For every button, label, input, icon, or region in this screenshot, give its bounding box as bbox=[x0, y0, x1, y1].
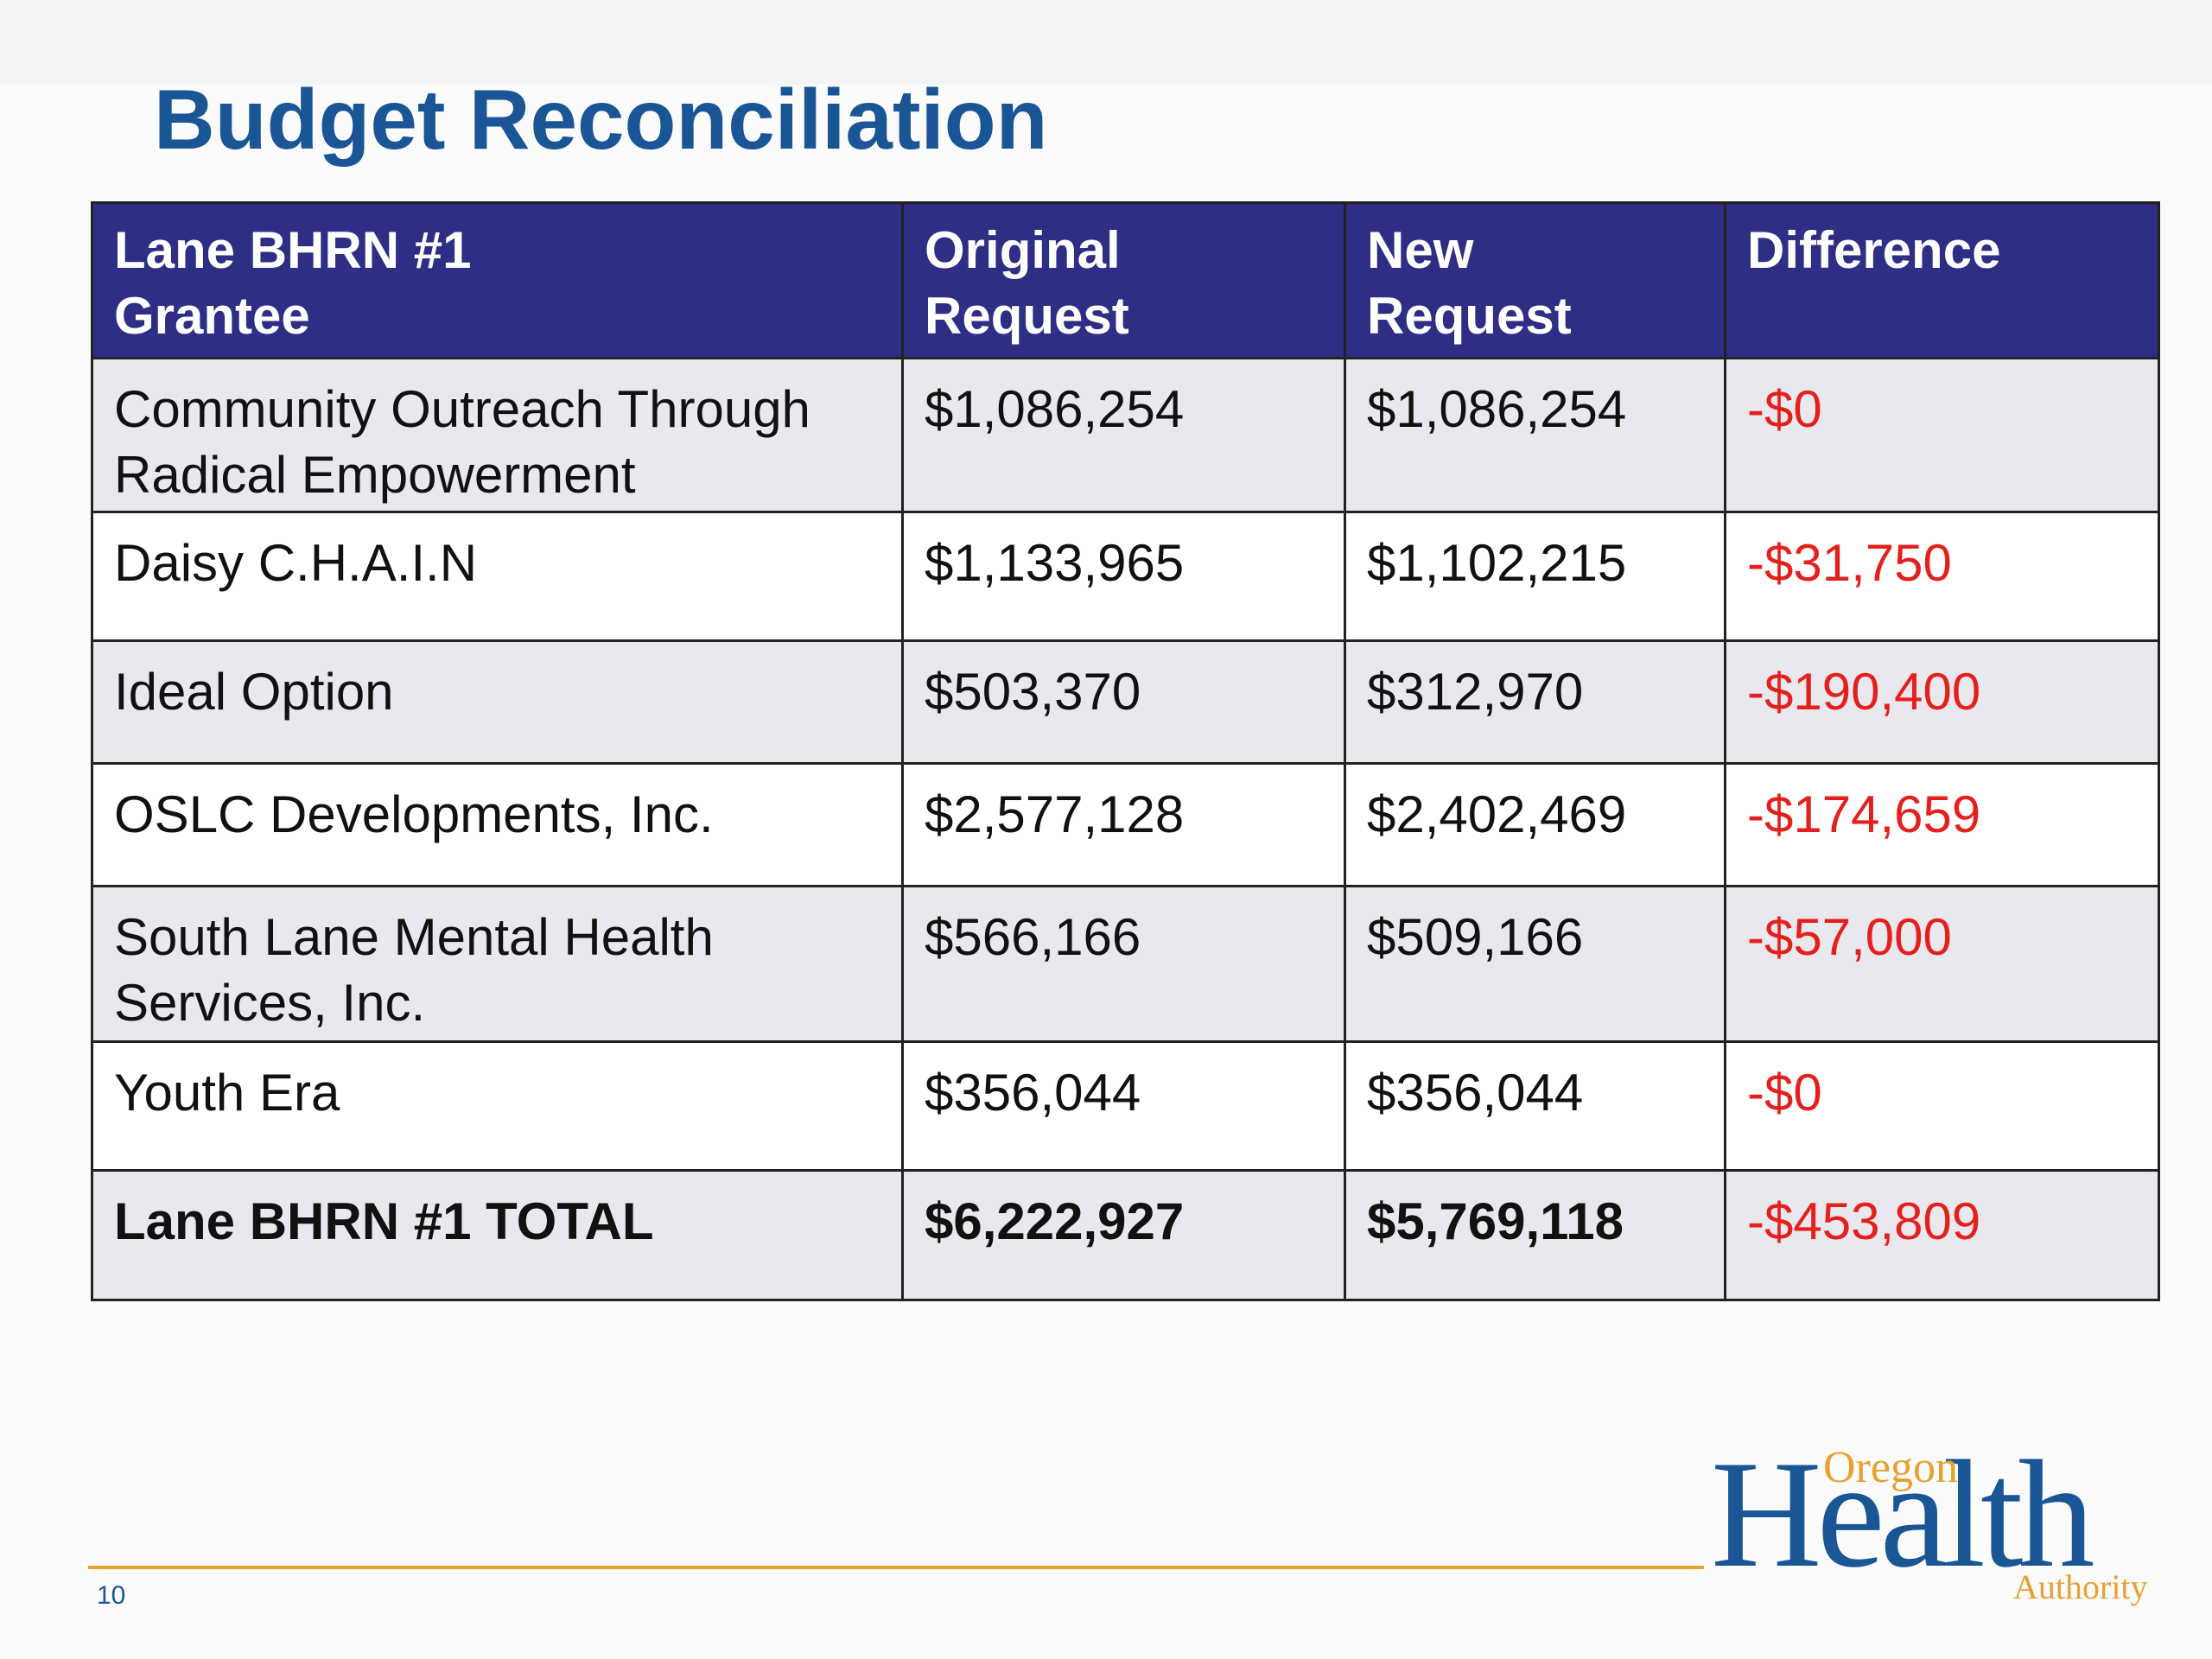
header-difference: Difference bbox=[1724, 201, 2160, 359]
grantee-cell: OSLC Developments, Inc. bbox=[91, 762, 904, 887]
difference-cell: -$57,000 bbox=[1724, 885, 2160, 1043]
table-row: Youth Era $356,044 $356,044 -$0 bbox=[91, 1040, 2160, 1172]
original-cell: $503,370 bbox=[901, 639, 1346, 765]
logo-authority-text: Authority bbox=[2013, 1567, 2148, 1606]
difference-cell: -$174,659 bbox=[1724, 762, 2160, 887]
page-number: 10 bbox=[97, 1581, 126, 1610]
grantee-cell: Daisy C.H.A.I.N bbox=[91, 511, 904, 642]
original-cell: $1,086,254 bbox=[901, 357, 1346, 513]
header-new-request: New Request bbox=[1344, 201, 1726, 359]
original-cell: $566,166 bbox=[901, 885, 1346, 1043]
grantee-cell: South Lane Mental Health Services, Inc. bbox=[91, 885, 904, 1043]
logo-health-text: Health bbox=[1711, 1434, 2093, 1599]
header-row: Lane BHRN #1 Grantee Original Request Ne… bbox=[91, 201, 2160, 359]
footer-rule bbox=[88, 1566, 1704, 1569]
new-cell: $356,044 bbox=[1344, 1040, 1726, 1172]
logo-oregon-text: Oregon bbox=[1823, 1443, 1958, 1492]
original-cell: $356,044 bbox=[901, 1040, 1346, 1172]
table-row: OSLC Developments, Inc. $2,577,128 $2,40… bbox=[91, 762, 2160, 887]
total-difference-cell: -$453,809 bbox=[1724, 1169, 2160, 1301]
new-cell: $2,402,469 bbox=[1344, 762, 1726, 887]
new-cell: $1,086,254 bbox=[1344, 357, 1726, 513]
new-cell: $1,102,215 bbox=[1344, 511, 1726, 642]
total-grantee-cell: Lane BHRN #1 TOTAL bbox=[91, 1169, 904, 1301]
grantee-cell: Community Outreach Through Radical Empow… bbox=[91, 357, 904, 513]
original-cell: $2,577,128 bbox=[901, 762, 1346, 887]
table-row: South Lane Mental Health Services, Inc. … bbox=[91, 885, 2160, 1043]
new-cell: $312,970 bbox=[1344, 639, 1726, 765]
difference-cell: -$190,400 bbox=[1724, 639, 2160, 765]
total-original-cell: $6,222,927 bbox=[901, 1169, 1346, 1301]
top-band bbox=[0, 0, 2212, 85]
difference-cell: -$31,750 bbox=[1724, 511, 2160, 642]
budget-table: Lane BHRN #1 Grantee Original Request Ne… bbox=[91, 201, 2160, 1301]
header-original-request: Original Request bbox=[901, 201, 1346, 359]
grantee-cell: Youth Era bbox=[91, 1040, 904, 1172]
difference-cell: -$0 bbox=[1724, 357, 2160, 513]
slide-title: Budget Reconciliation bbox=[154, 72, 1048, 167]
total-new-cell: $5,769,118 bbox=[1344, 1169, 1726, 1301]
new-cell: $509,166 bbox=[1344, 885, 1726, 1043]
oregon-health-authority-logo: Health Oregon Authority bbox=[1711, 1434, 2148, 1606]
table-row: Ideal Option $503,370 $312,970 -$190,400 bbox=[91, 639, 2160, 765]
difference-cell: -$0 bbox=[1724, 1040, 2160, 1172]
header-grantee: Lane BHRN #1 Grantee bbox=[91, 201, 904, 359]
grantee-cell: Ideal Option bbox=[91, 639, 904, 765]
table-row: Community Outreach Through Radical Empow… bbox=[91, 357, 2160, 513]
total-row: Lane BHRN #1 TOTAL $6,222,927 $5,769,118… bbox=[91, 1169, 2160, 1301]
table-row: Daisy C.H.A.I.N $1,133,965 $1,102,215 -$… bbox=[91, 511, 2160, 642]
original-cell: $1,133,965 bbox=[901, 511, 1346, 642]
